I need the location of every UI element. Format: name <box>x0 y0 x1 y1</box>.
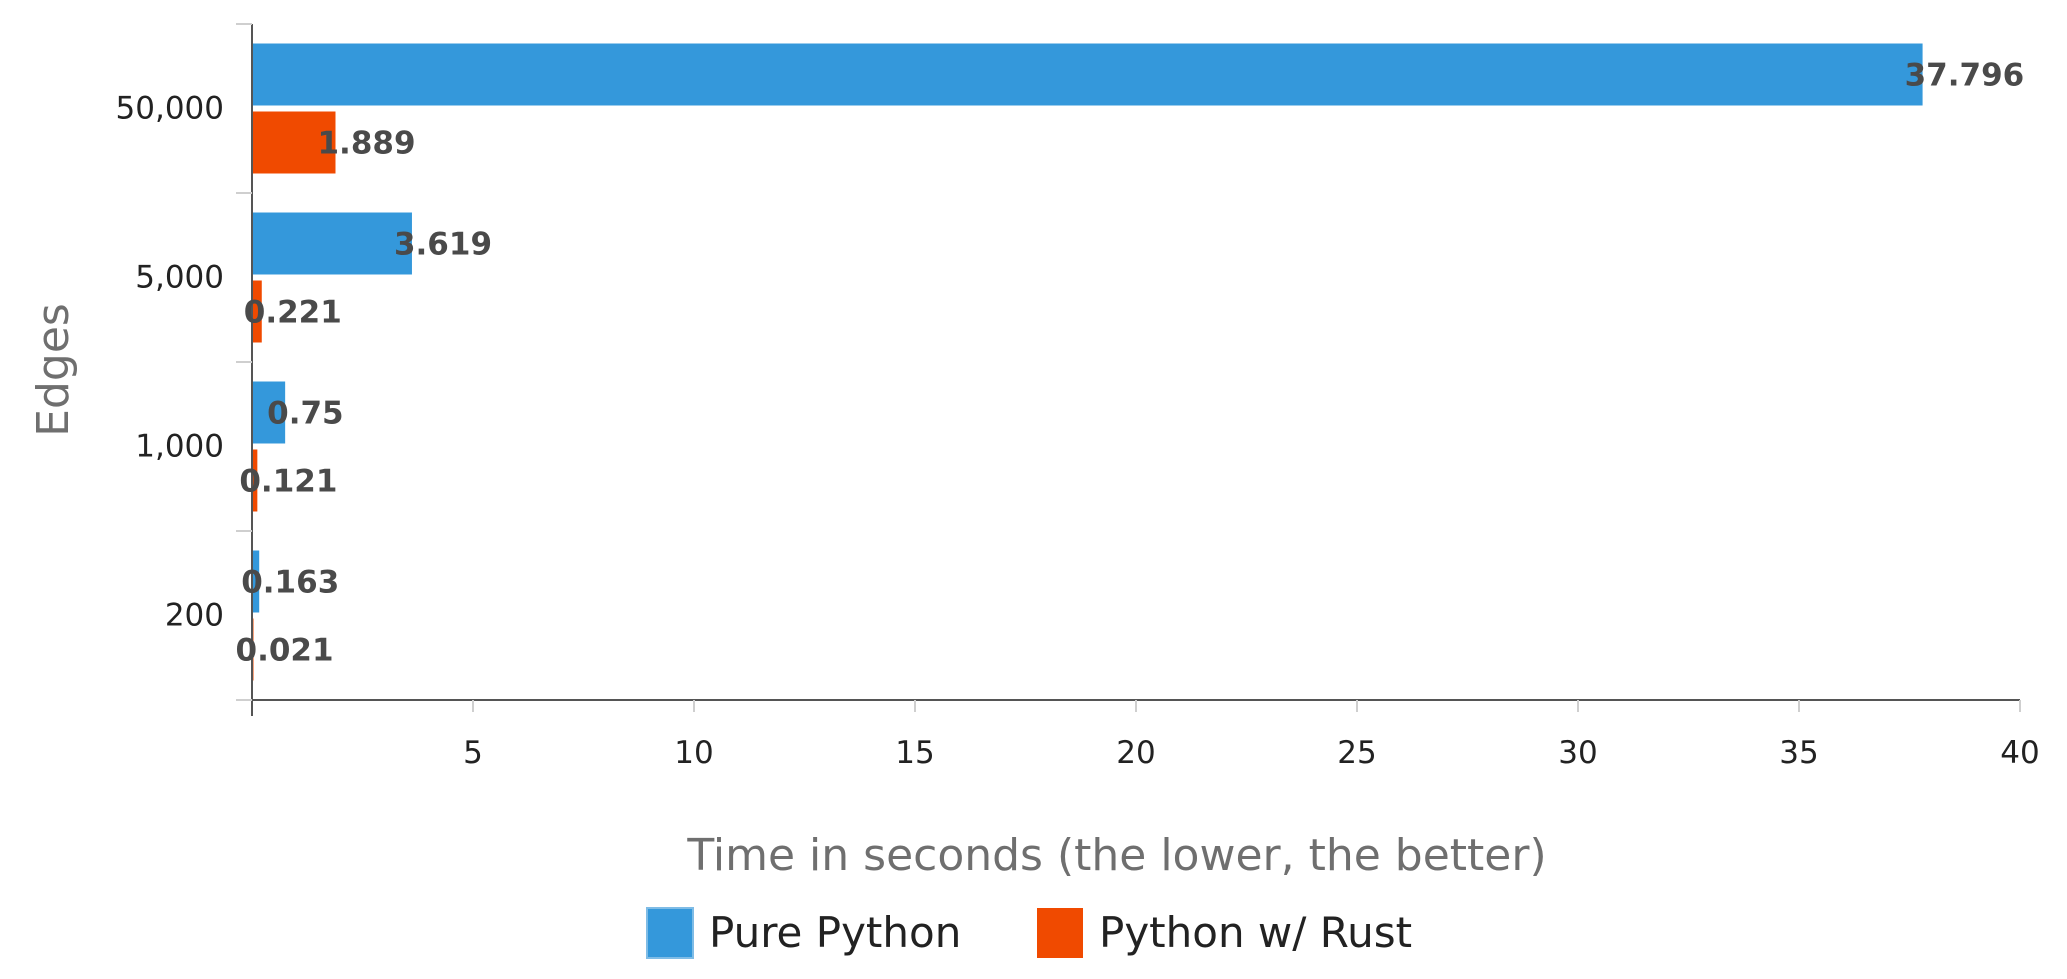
data-label-python-w-rust-200: 0.021 <box>236 633 334 669</box>
data-label-pure-python-5-000: 3.619 <box>394 227 492 263</box>
x-tick-label-15: 15 <box>895 735 934 771</box>
data-label-python-w-rust-5-000: 0.221 <box>244 295 342 331</box>
bar-python-w-rust-50-000 <box>252 111 336 174</box>
x-tick-label-20: 20 <box>1116 735 1155 771</box>
y-tick-label-200: 200 <box>165 598 224 634</box>
data-label-python-w-rust-50-000: 1.889 <box>317 126 415 162</box>
data-label-pure-python-1-000: 0.75 <box>267 396 344 432</box>
x-axis-title: Time in seconds (the lower, the better) <box>686 830 1546 881</box>
bar-python-w-rust-5-000 <box>252 280 262 343</box>
bar-pure-python-200 <box>252 550 260 613</box>
x-ticks-layer: 5 10 15 20 25 30 35 40 <box>251 700 2040 771</box>
data-label-python-w-rust-1-000: 0.121 <box>239 464 337 500</box>
y-ticks-layer: 50,000 5,000 1,000 200 <box>116 23 252 701</box>
legend-label-pure-python: Pure Python <box>709 908 961 957</box>
x-tick-label-25: 25 <box>1337 735 1376 771</box>
bar-pure-python-50-000 <box>252 43 1923 106</box>
data-label-pure-python-200: 0.163 <box>241 565 339 601</box>
legend-label-python-rust: Python w/ Rust <box>1099 908 1412 957</box>
x-tick-label-40: 40 <box>2000 735 2039 771</box>
legend-swatch-pure-python <box>646 907 694 959</box>
y-tick-label-1-000: 1,000 <box>135 429 224 465</box>
y-tick-label-5-000: 5,000 <box>135 260 224 296</box>
legend-swatch-python-rust <box>1037 908 1083 958</box>
bar-pure-python-1-000 <box>252 381 286 444</box>
x-tick-label-5: 5 <box>463 735 483 771</box>
bar-pure-python-5-000 <box>252 212 412 275</box>
y-axis-title: Edges <box>28 303 79 437</box>
data-label-pure-python-50-000: 37.796 <box>1905 58 2025 94</box>
legend: Pure Python Python w/ Rust <box>646 907 1412 959</box>
x-tick-label-35: 35 <box>1779 735 1818 771</box>
bars-layer <box>252 43 1923 681</box>
y-tick-label-50-000: 50,000 <box>116 91 224 127</box>
data-labels-layer: 37.796 1.889 3.619 0.221 0.75 0.121 0.163 0.021 <box>236 58 2025 669</box>
x-tick-label-10: 10 <box>674 735 713 771</box>
axes-layer <box>236 24 2020 701</box>
x-tick-label-30: 30 <box>1558 735 1597 771</box>
bar-python-w-rust-1-000 <box>252 449 258 512</box>
